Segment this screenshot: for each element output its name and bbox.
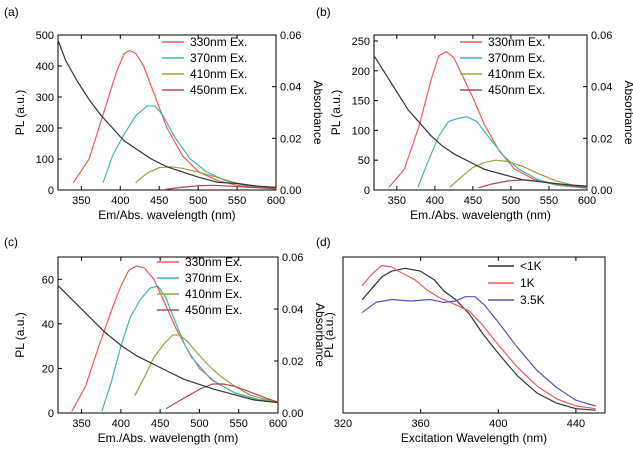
panel-a-legend-label-370nm-ex-: 370nm Ex. [190,51,247,65]
panel-b-legend-label-450nm-ex-: 450nm Ex. [488,83,545,97]
panel-b-y2tick-label: 0.04 [591,82,612,94]
panel-b-legend-label-370nm-ex-: 370nm Ex. [488,51,545,65]
panel-d-xtick-label: 400 [489,418,507,430]
panel-a-plot-frame [57,34,277,191]
panel-a-y2tick-label: 0.04 [280,82,301,94]
panel-b-series-370nm-ex--line [417,116,588,189]
panel-c-xtick-label: 550 [230,418,248,430]
panel-c-y2tick-label: 0.00 [282,408,303,420]
panel-a-ytick-label: 500 [36,30,54,42]
panel-c-ytick-label: 60 [42,274,54,286]
panel-b-ytick-label: 200 [352,66,370,78]
panel-b-label: (b) [316,5,331,19]
panel-b-y2tick-label: 0.00 [591,185,612,197]
panel-b-ytick-label: 0 [364,185,370,197]
panel-d-series-3-5k-line [361,296,596,407]
panel-a-xtick-label: 450 [150,195,168,207]
panel-b-xtick-label: 450 [464,195,482,207]
panel-b-series-410nm-ex--line [449,159,588,189]
panel-a-ytick-label: 200 [36,123,54,135]
panel-d-plot-frame [342,256,606,414]
panel-b-y2tick-label: 0.02 [591,133,612,145]
panel-b-y2label: Absorbance [622,80,633,144]
panel-d-xtick-label: 320 [334,418,352,430]
panel-a-legend-label-330nm-ex-: 330nm Ex. [190,35,247,49]
panel-a-series-absorbance-line [57,39,277,188]
panel-d-legend-label-1k: 1K [520,276,535,290]
panel-c-series-410nm-ex--line [134,334,279,403]
panel-b-legend-label-410nm-ex-: 410nm Ex. [488,67,545,81]
panel-b-xtick-label: 550 [540,195,558,207]
panel-c-y2tick-label: 0.04 [282,304,303,316]
panel-c-ytick-label: 40 [42,319,54,331]
panel-c-ytick-label: 0 [48,408,54,420]
panel-d-xtick-label: 440 [567,418,585,430]
panel-b-xtick-label: 500 [502,195,520,207]
panel-b-legend-label-330nm-ex-: 330nm Ex. [488,35,545,49]
panel-d-legend-label-3-5k: 3.5K [520,293,545,307]
panel-c-xtick-label: 600 [269,418,287,430]
panel-a-ytick-label: 400 [36,61,54,73]
panel-b-xtick-label: 600 [578,195,596,207]
panel-a-label: (a) [4,5,19,19]
panel-a-xtick-label: 500 [189,195,207,207]
panel-c-series-absorbance-line [57,285,279,404]
panel-c-xtick-label: 450 [151,418,169,430]
panel-a-y2tick-label: 0.00 [280,185,301,197]
panel-a-ytick-label: 100 [36,154,54,166]
panel-c-ylabel: PL (a.u.) [13,312,27,358]
panel-a-xtick-label: 550 [228,195,246,207]
panel-d-xtick-label: 360 [411,418,429,430]
panel-c-y2label: Absorbance [313,303,327,367]
panel-c-series-370nm-ex--line [101,285,279,412]
panel-b-xtick-label: 400 [426,195,444,207]
panel-c-xlabel: Em./Abs. wavelength (nm) [98,431,239,445]
panel-b-series-absorbance-line [373,55,588,187]
panel-a-y2tick-label: 0.02 [280,133,301,145]
panel-a-y2tick-label: 0.06 [280,30,301,42]
panel-a-series-450nm-ex--line [164,184,277,190]
panel-b-ytick-label: 100 [352,125,370,137]
panel-c-legend-label-330nm-ex-: 330nm Ex. [185,255,242,269]
panel-c-xtick-label: 500 [190,418,208,430]
panel-c-y2tick-label: 0.02 [282,356,303,368]
panel-d-label: (d) [316,235,331,249]
panel-a-xtick-label: 350 [72,195,90,207]
panel-b-xtick-label: 350 [388,195,406,207]
panel-c-xtick-label: 400 [112,418,130,430]
panel-b-ylabel: PL (a.u.) [329,90,343,136]
panel-c-y2tick-label: 0.06 [282,252,303,264]
panel-b-plot-frame [373,34,588,191]
panel-c-legend-label-410nm-ex-: 410nm Ex. [185,287,242,301]
panel-b-ytick-label: 150 [352,96,370,108]
panel-c-legend-label-370nm-ex-: 370nm Ex. [185,271,242,285]
panel-a-y2label: Absorbance [311,80,325,144]
panel-a-legend-label-450nm-ex-: 450nm Ex. [190,83,247,97]
panel-d-legend-label--1k: <1K [520,259,542,273]
panel-a-xlabel: Em/Abs. wavelength (nm) [98,208,235,222]
panel-a-xtick-label: 600 [267,195,285,207]
panel-d-series-1k-line [361,264,596,410]
panel-a-legend-label-410nm-ex-: 410nm Ex. [190,67,247,81]
panel-c-xtick-label: 350 [72,418,90,430]
panel-b-ytick-label: 50 [358,155,370,167]
panel-b-ytick-label: 250 [352,36,370,48]
panel-c-series-330nm-ex--line [71,265,279,412]
panel-c-legend-label-450nm-ex-: 450nm Ex. [185,303,242,317]
panel-d-series--1k-line [361,267,596,411]
panel-b-y2tick-label: 0.06 [591,30,612,42]
panel-d-xlabel: Excitation Wavelength (nm) [401,431,547,445]
panel-a-ytick-label: 300 [36,92,54,104]
panel-b-xlabel: Em./Abs. wavelength (nm) [410,208,551,222]
panel-a-ylabel: PL (a.u.) [13,90,27,136]
panel-d-ylabel: PL (a.u.) [322,312,336,358]
panel-a-series-370nm-ex--line [102,105,277,189]
panel-c-label: (c) [4,235,18,249]
panel-c-series-450nm-ex--line [165,383,279,410]
panel-c-ytick-label: 20 [42,363,54,375]
panel-a-xtick-label: 400 [111,195,129,207]
panel-a-ytick-label: 0 [48,185,54,197]
panel-c-plot-frame [57,256,279,414]
